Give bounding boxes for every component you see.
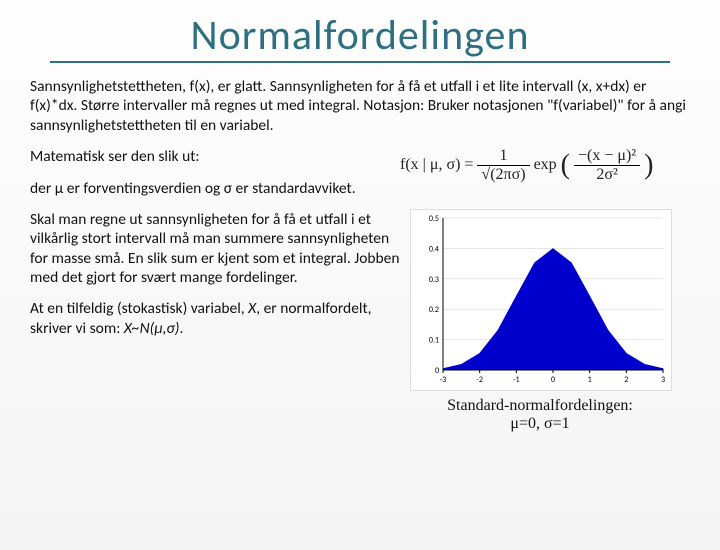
frac1-den: √(2πσ) [477, 166, 529, 184]
formula-mid: exp [534, 156, 557, 173]
left-column: Matematisk ser den slik ut: der μ er for… [30, 147, 400, 350]
frac1-num: 1 [477, 147, 529, 166]
page-title: Normalfordelingen [0, 10, 720, 61]
svg-text:0: 0 [435, 366, 439, 376]
right-column: f(x | μ, σ) = 1 √(2πσ) exp ( −(x − μ)² 2… [400, 147, 690, 350]
math-intro-paragraph: Matematisk ser den slik ut: [30, 147, 400, 166]
svg-text:1: 1 [588, 375, 592, 385]
formula-lhs: f(x | μ, σ) = [400, 156, 477, 173]
caption-line2: μ=0, σ=1 [510, 415, 569, 432]
title-underline [50, 61, 670, 63]
svg-text:2: 2 [624, 375, 628, 385]
svg-text:-2: -2 [476, 375, 483, 385]
svg-text:0.5: 0.5 [429, 214, 439, 224]
p5a: At en tilfeldig (stokastisk) variabel, [30, 299, 248, 318]
integral-paragraph: Skal man regne ut sannsynligheten for å … [30, 210, 400, 288]
chart-svg: 0 0.1 0.2 0.3 0.4 0.5 -3 -2 -1 0 1 2 3 [411, 210, 671, 390]
svg-text:0.3: 0.3 [429, 275, 439, 285]
formula: f(x | μ, σ) = 1 √(2πσ) exp ( −(x − μ)² 2… [400, 147, 653, 184]
intro-paragraph: Sannsynlighetstettheten, f(x), er glatt.… [30, 77, 690, 135]
frac2-den: 2σ² [574, 166, 640, 184]
normal-curve-chart: 0 0.1 0.2 0.3 0.4 0.5 -3 -2 -1 0 1 2 3 [410, 209, 672, 391]
mu-sigma-paragraph: der μ er forventingsverdien og σ er stan… [30, 179, 400, 198]
svg-text:0.2: 0.2 [429, 305, 439, 315]
svg-text:0.1: 0.1 [429, 336, 439, 346]
frac2-num: −(x − μ)² [574, 147, 640, 166]
svg-text:0.4: 0.4 [429, 245, 439, 255]
p5e: . [179, 319, 183, 338]
svg-text:-3: -3 [440, 375, 447, 385]
chart-caption: Standard-normalfordelingen: μ=0, σ=1 [410, 397, 670, 433]
svg-text:-1: -1 [513, 375, 520, 385]
notation-paragraph: At en tilfeldig (stokastisk) variabel, X… [30, 299, 400, 338]
caption-line1: Standard-normalfordelingen: [447, 397, 633, 414]
columns: Matematisk ser den slik ut: der μ er for… [30, 147, 690, 350]
svg-text:3: 3 [661, 375, 665, 385]
p5d: X~N(μ,σ) [124, 319, 180, 338]
svg-text:0: 0 [551, 375, 555, 385]
p5b: X [248, 299, 256, 318]
